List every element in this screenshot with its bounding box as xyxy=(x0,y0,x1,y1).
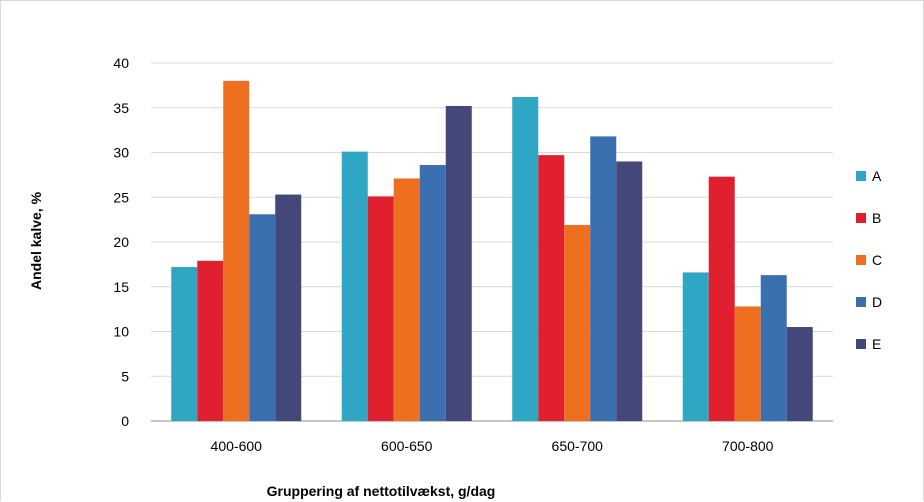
x-tick-label: 700-800 xyxy=(722,438,774,454)
bar-b-400-600 xyxy=(197,260,224,421)
y-axis-title: Andel kalve, % xyxy=(28,191,44,290)
bar-a-600-650 xyxy=(341,151,368,422)
bar-b-700-800 xyxy=(708,176,735,421)
bar-a-400-600 xyxy=(171,267,198,421)
y-tick-label: 25 xyxy=(113,189,129,205)
bar-d-650-700 xyxy=(590,136,617,421)
bar-d-600-650 xyxy=(419,165,446,421)
legend: A B C D E xyxy=(856,168,882,352)
y-tick-label: 35 xyxy=(113,100,129,116)
legend-swatch-a xyxy=(856,171,866,181)
y-tick-labels: 0 5 10 15 20 25 30 35 40 xyxy=(113,55,129,429)
legend-swatch-c xyxy=(856,255,866,265)
legend-label-d: D xyxy=(872,294,882,310)
bar-c-650-700 xyxy=(564,224,591,421)
y-tick-label: 20 xyxy=(113,234,129,250)
y-tick-label: 0 xyxy=(121,413,129,429)
y-tick-label: 5 xyxy=(121,368,129,384)
x-axis-title: Gruppering af nettotilvækst, g/dag xyxy=(267,483,496,499)
y-tick-label: 40 xyxy=(113,55,129,71)
legend-label-b: B xyxy=(872,210,881,226)
y-tick-label: 15 xyxy=(113,279,129,295)
x-tick-label: 650-700 xyxy=(552,438,604,454)
bar-c-700-800 xyxy=(734,306,761,421)
legend-swatch-e xyxy=(856,339,866,349)
bar-e-700-800 xyxy=(786,327,813,421)
x-tick-labels: 400-600 600-650 650-700 700-800 xyxy=(211,438,774,454)
legend-label-e: E xyxy=(872,336,881,352)
bar-c-400-600 xyxy=(223,80,250,422)
legend-swatch-b xyxy=(856,213,866,223)
legend-swatch-d xyxy=(856,297,866,307)
bar-d-700-800 xyxy=(760,275,787,421)
x-tick-label: 400-600 xyxy=(211,438,263,454)
bar-b-650-700 xyxy=(538,155,565,421)
bar-e-400-600 xyxy=(275,194,302,421)
x-tick-label: 600-650 xyxy=(381,438,433,454)
bar-e-650-700 xyxy=(616,161,643,421)
y-tick-label: 10 xyxy=(113,324,129,340)
legend-label-a: A xyxy=(872,168,882,184)
bar-e-600-650 xyxy=(445,105,472,422)
bar-b-600-650 xyxy=(367,196,394,421)
bar-a-700-800 xyxy=(682,272,709,421)
bars xyxy=(171,80,813,422)
legend-label-c: C xyxy=(872,252,882,268)
y-tick-label: 30 xyxy=(113,145,129,161)
bar-c-600-650 xyxy=(393,178,420,421)
bar-a-650-700 xyxy=(512,97,539,421)
bar-d-400-600 xyxy=(249,214,276,421)
